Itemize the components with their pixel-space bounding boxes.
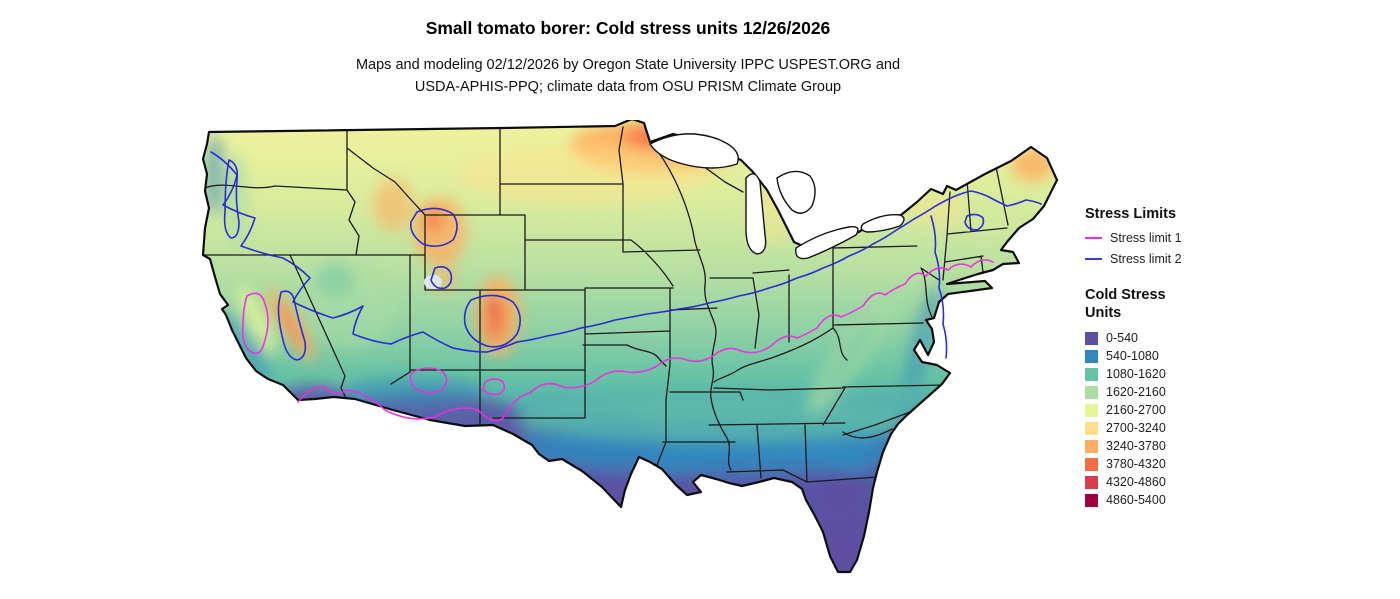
state-borders <box>203 126 1009 483</box>
lake-huron <box>776 170 816 214</box>
lake-superior <box>649 133 739 169</box>
legend-class-label: 1620-2160 <box>1106 385 1166 399</box>
legend-color-swatch <box>1085 475 1098 489</box>
legend-class-row: 4860-5400 <box>1085 493 1182 507</box>
lake-erie <box>795 225 859 260</box>
cold-stress-legend-title: Cold Stress Units <box>1085 286 1182 322</box>
raster-regional-patches <box>203 120 1055 572</box>
legend-class-row: 3240-3780 <box>1085 439 1182 453</box>
legend-class-label: 3780-4320 <box>1106 457 1166 471</box>
legend-color-swatch <box>1085 493 1098 507</box>
page-subtitle: Maps and modeling 02/12/2026 by Oregon S… <box>356 54 900 98</box>
legend-color-swatch <box>1085 457 1098 471</box>
legend-class-row: 540-1080 <box>1085 349 1182 363</box>
legend-class-row: 3780-4320 <box>1085 457 1182 471</box>
stress-limit-2-contours <box>210 151 1042 361</box>
legend-color-swatch <box>1085 385 1098 399</box>
legend-color-swatch <box>1085 439 1098 453</box>
legend-class-label: 540-1080 <box>1106 349 1159 363</box>
legend-class-label: 0-540 <box>1106 331 1138 345</box>
legend-class-label: 3240-3780 <box>1106 439 1166 453</box>
legend-class-label: 4860-5400 <box>1106 493 1166 507</box>
cold-stress-title-line-2: Units <box>1085 305 1122 321</box>
legend-color-swatch <box>1085 331 1098 345</box>
stress-limit-1-label: Stress limit 1 <box>1110 231 1182 245</box>
legend-class-label: 4320-4860 <box>1106 475 1166 489</box>
stress-limit-1-line-swatch <box>1085 237 1102 239</box>
legend-class-label: 1080-1620 <box>1106 367 1166 381</box>
legend-color-swatch <box>1085 367 1098 381</box>
great-lakes <box>649 133 905 260</box>
legend-stress-limit-2: Stress limit 2 <box>1085 252 1182 266</box>
legend-class-row: 1080-1620 <box>1085 367 1182 381</box>
stress-limit-2-line-swatch <box>1085 258 1102 260</box>
great-salt-lake <box>424 275 442 289</box>
subtitle-line-2: USDA-APHIS-PPQ; climate data from OSU PR… <box>414 79 842 95</box>
page-title: Small tomato borer: Cold stress units 12… <box>425 18 831 38</box>
us-map <box>201 117 1059 574</box>
stress-limits-legend-title: Stress Limits <box>1085 206 1177 222</box>
legend-color-swatch <box>1085 421 1098 435</box>
subtitle-line-1: Maps and modeling 02/12/2026 by Oregon S… <box>355 57 901 73</box>
legend-color-swatch <box>1085 349 1098 363</box>
map-container <box>195 117 1065 594</box>
legend-class-row: 2160-2700 <box>1085 403 1182 417</box>
legend-panel: Stress Limits Stress limit 1 Stress limi… <box>1085 206 1182 511</box>
legend-color-swatch <box>1085 403 1098 417</box>
lake-ontario <box>860 214 905 233</box>
legend-class-row: 2700-3240 <box>1085 421 1182 435</box>
legend-class-row: 1620-2160 <box>1085 385 1182 399</box>
legend-class-label: 2160-2700 <box>1106 403 1166 417</box>
legend-class-label: 2700-3240 <box>1106 421 1166 435</box>
lake-michigan <box>745 173 767 255</box>
stress-limit-1-contours <box>241 259 994 422</box>
legend-class-row: 4320-4860 <box>1085 475 1182 489</box>
stress-limit-2-label: Stress limit 2 <box>1110 252 1182 266</box>
us-outline <box>201 117 1059 574</box>
cold-stress-title-line-1: Cold Stress <box>1085 287 1166 303</box>
legend-stress-limit-1: Stress limit 1 <box>1085 231 1182 245</box>
legend-class-row: 0-540 <box>1085 331 1182 345</box>
